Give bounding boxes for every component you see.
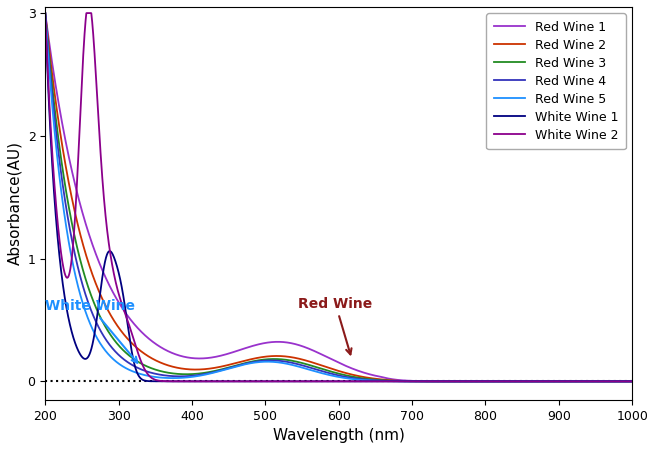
Red Wine 4 [293,361,301,367]
Red Wine 1 [610,378,618,384]
Red Wine 3 [320,367,328,372]
White Wine 2 [293,378,301,384]
White Wine 1 [610,378,618,384]
Red Wine 3 [288,358,295,364]
White Wine 2 [41,10,49,16]
White Wine 1 [628,378,636,384]
Red Wine 2 [628,378,636,384]
Red Wine 4 [468,378,476,384]
Legend: Red Wine 1, Red Wine 2, Red Wine 3, Red Wine 4, Red Wine 5, White Wine 1, White : Red Wine 1, Red Wine 2, Red Wine 3, Red … [486,13,626,149]
Red Wine 2 [293,356,301,361]
Red Wine 3 [581,378,589,384]
Red Wine 4 [320,369,328,374]
Red Wine 3 [293,359,301,364]
Text: Red Wine: Red Wine [298,297,373,354]
Red Wine 4 [610,378,618,384]
Text: White Wine: White Wine [45,299,138,363]
Red Wine 2 [288,355,295,360]
Red Wine 3 [41,10,49,16]
Red Wine 4 [628,378,636,384]
Red Wine 3 [628,378,636,384]
Red Wine 5 [628,378,636,384]
Red Wine 1 [288,341,295,346]
Red Wine 3 [468,378,476,384]
Red Wine 3 [610,378,618,384]
Red Wine 2 [41,10,49,16]
Line: Red Wine 4: Red Wine 4 [45,13,632,381]
Red Wine 1 [293,342,301,347]
Red Wine 2 [610,378,618,384]
White Wine 1 [41,10,49,16]
White Wine 1 [293,378,301,384]
Line: Red Wine 5: Red Wine 5 [45,13,632,381]
Red Wine 1 [320,353,328,358]
White Wine 2 [628,378,636,384]
White Wine 1 [288,378,295,384]
Red Wine 1 [628,378,636,384]
White Wine 2 [320,378,328,384]
White Wine 2 [288,378,295,384]
Red Wine 5 [288,362,295,368]
Red Wine 1 [468,378,476,384]
Red Wine 2 [320,364,328,369]
White Wine 2 [581,378,589,384]
White Wine 1 [468,378,476,384]
White Wine 1 [581,378,589,384]
Red Wine 4 [41,10,49,16]
Red Wine 1 [581,378,589,384]
X-axis label: Wavelength (nm): Wavelength (nm) [272,428,405,443]
White Wine 2 [610,378,618,384]
Red Wine 4 [288,360,295,365]
White Wine 1 [320,378,328,384]
White Wine 2 [468,378,476,384]
Red Wine 2 [468,378,476,384]
Red Wine 5 [581,378,589,384]
Red Wine 5 [41,10,49,16]
Red Wine 5 [293,363,301,369]
Line: Red Wine 2: Red Wine 2 [45,13,632,381]
Red Wine 1 [41,10,49,16]
Red Wine 2 [581,378,589,384]
Red Wine 5 [320,371,328,377]
Line: White Wine 1: White Wine 1 [45,13,632,381]
Line: White Wine 2: White Wine 2 [45,13,632,381]
Line: Red Wine 1: Red Wine 1 [45,13,632,381]
Red Wine 5 [468,378,476,384]
Red Wine 5 [610,378,618,384]
Y-axis label: Absorbance(AU): Absorbance(AU) [7,141,22,266]
Red Wine 4 [581,378,589,384]
Line: Red Wine 3: Red Wine 3 [45,13,632,381]
